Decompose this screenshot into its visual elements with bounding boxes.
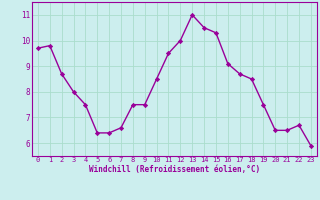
X-axis label: Windchill (Refroidissement éolien,°C): Windchill (Refroidissement éolien,°C)	[89, 165, 260, 174]
